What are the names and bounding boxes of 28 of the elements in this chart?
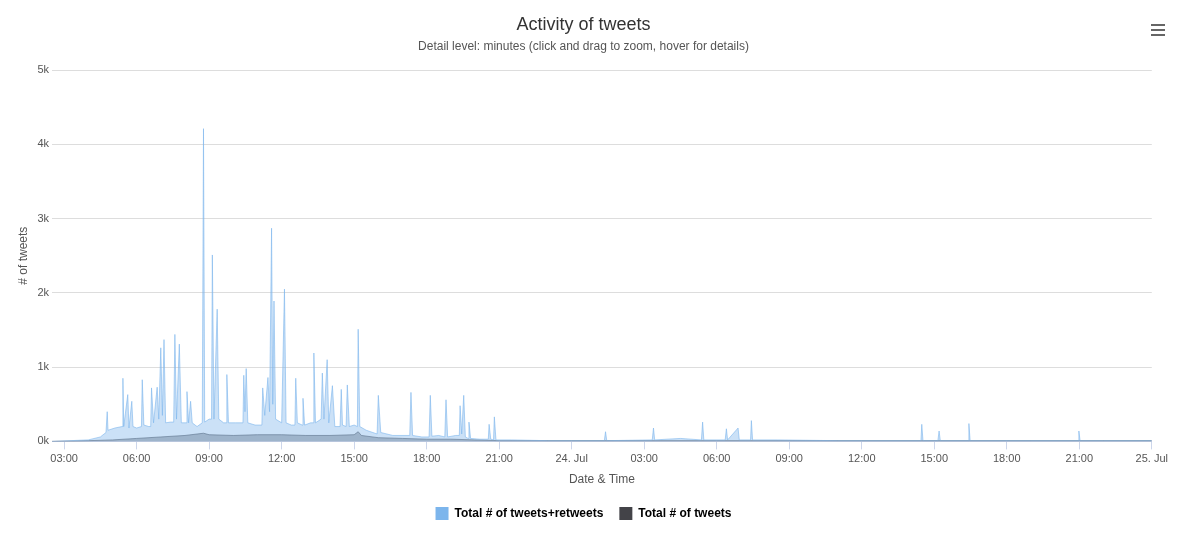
y-tick-label: 0k bbox=[37, 434, 50, 447]
x-tick-label: 06:00 bbox=[702, 452, 731, 465]
x-tick-label: 15:00 bbox=[920, 452, 949, 465]
y-tick-label: 4k bbox=[37, 137, 50, 150]
x-axis-title: Date & Time bbox=[568, 472, 636, 487]
y-tick-label: 2k bbox=[37, 285, 50, 298]
x-tick-label: 09:00 bbox=[195, 452, 223, 465]
legend-label: Total # of tweets+retweets bbox=[454, 505, 604, 520]
x-tick-label: 03:00 bbox=[630, 452, 658, 465]
x-tick-label: 06:00 bbox=[122, 452, 151, 465]
x-tick-label: 18:00 bbox=[412, 452, 441, 465]
x-tick-label: 21:00 bbox=[1065, 452, 1094, 465]
legend-label: Total # of tweets bbox=[638, 505, 732, 520]
y-tick-label: 5k bbox=[37, 63, 50, 76]
x-tick-label: 24. Jul bbox=[555, 452, 588, 465]
y-tick-label: 3k bbox=[37, 211, 50, 224]
x-tick-label: 12:00 bbox=[847, 452, 876, 465]
x-tick-label: 15:00 bbox=[340, 452, 368, 465]
x-tick-label: 12:00 bbox=[267, 452, 296, 465]
x-tick-label: 09:00 bbox=[775, 452, 803, 465]
chart-subtitle: Detail level: minutes (click and drag to zoom, hover for details) bbox=[418, 39, 749, 54]
x-tick-label: 03:00 bbox=[50, 452, 78, 465]
y-tick-label: 1k bbox=[37, 360, 50, 373]
chart-title: Activity of tweets bbox=[516, 13, 651, 34]
y-axis-title: # of tweets bbox=[15, 226, 30, 285]
x-tick-label: 25. Jul bbox=[1135, 452, 1169, 465]
x-tick-label: 21:00 bbox=[485, 452, 513, 465]
x-tick-label: 18:00 bbox=[993, 452, 1021, 465]
